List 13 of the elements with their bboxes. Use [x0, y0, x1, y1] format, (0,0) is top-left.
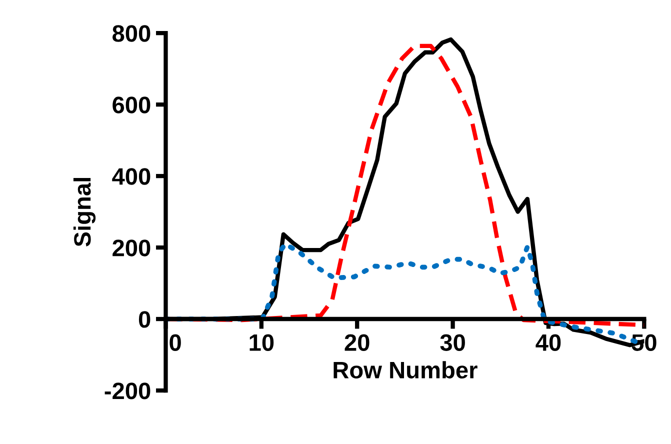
- x-tick-label: 40: [536, 334, 561, 351]
- y-tick-label: 0: [138, 311, 150, 328]
- x-tick-label: 20: [344, 334, 370, 351]
- y-axis-title: Signal: [73, 178, 96, 247]
- y-tick-label: 800: [112, 25, 150, 42]
- x-tick-label: 30: [440, 334, 465, 351]
- y-tick-label: 200: [112, 240, 150, 256]
- x-tick-label: 10: [250, 334, 274, 351]
- y-tick-label: 400: [112, 168, 150, 185]
- y-tick-label: -200: [104, 382, 150, 400]
- y-tick-label: 600: [112, 96, 150, 114]
- x-tick-label: 0: [170, 334, 181, 351]
- x-axis-title: Row Number: [334, 361, 478, 379]
